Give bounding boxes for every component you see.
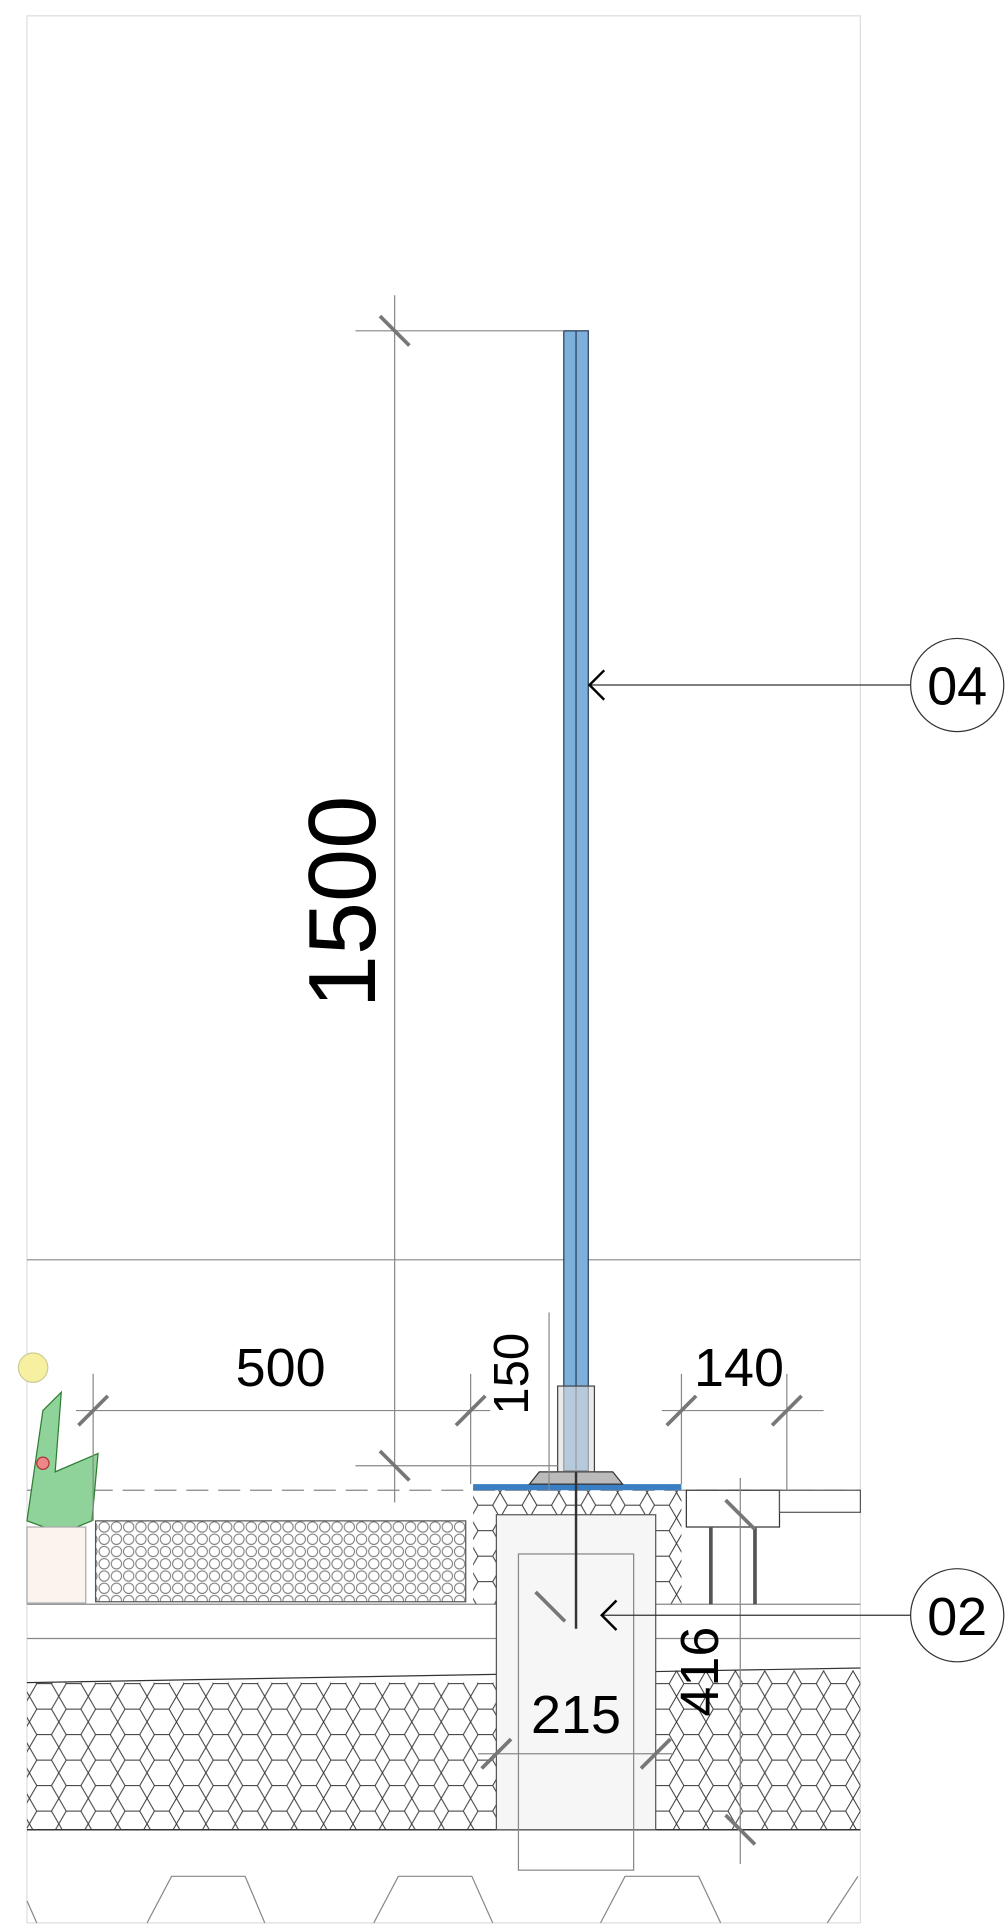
deck-board — [778, 1489, 861, 1513]
dimension-label: 140 — [694, 1338, 784, 1398]
dimension-tick — [378, 314, 411, 347]
leader-arrow — [587, 669, 606, 701]
dimension-label: 416 — [670, 1627, 730, 1717]
soil — [26, 1526, 87, 1604]
dimension-label: 215 — [531, 1685, 621, 1745]
dimension-tick — [724, 1813, 757, 1846]
callout-bubble — [910, 1568, 1005, 1663]
frame — [26, 15, 861, 1924]
dimension-label: 1500 — [289, 796, 396, 1009]
dimension-tick — [480, 1737, 513, 1770]
dimension-tick — [454, 1394, 487, 1427]
dimension-tick — [534, 1590, 567, 1623]
callout-bubble — [910, 637, 1005, 733]
insulation-right — [655, 1670, 861, 1830]
shoe — [557, 1385, 596, 1473]
dimension-label: 500 — [236, 1338, 326, 1398]
callout-label: 04 — [927, 657, 987, 717]
leader-arrow — [600, 1599, 618, 1631]
plant-bud — [36, 1456, 50, 1471]
dimension-tick — [639, 1737, 672, 1770]
plant-flower — [17, 1352, 49, 1383]
dimension-tick — [724, 1498, 757, 1531]
dimension-tick — [77, 1394, 110, 1427]
gravel — [94, 1520, 467, 1603]
insulation-left — [26, 1682, 497, 1830]
deck-profile — [26, 1875, 859, 1924]
dimension-tick — [665, 1394, 698, 1427]
dimension-label: 150 — [485, 1333, 539, 1415]
slope-line — [26, 1667, 861, 1684]
callout-label: 02 — [927, 1587, 987, 1647]
dimension-tick — [378, 1449, 411, 1482]
dimension-tick — [770, 1394, 803, 1427]
